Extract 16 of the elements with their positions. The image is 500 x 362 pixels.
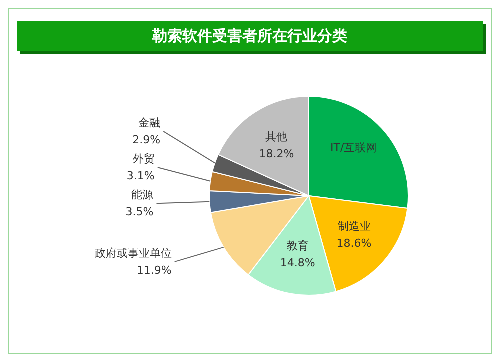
data-label: 18.6% [336,236,372,250]
slice-label: 政府或事业单位 [94,246,172,260]
slice-label: 金融 [138,116,161,130]
data-label: 3.5% [126,205,154,218]
slice-label: IT/互联网 [330,141,378,154]
slice-label: 制造业 [338,220,371,233]
data-label: 2.9% [132,133,161,146]
data-label: 14.8% [280,256,316,270]
slice-label: 其他 [266,130,288,144]
data-label: 18.2% [259,148,294,161]
slice-label: 外贸 [132,152,155,166]
slice-label: 教育 [286,240,309,252]
chart-title: 勒索软件受害者所在行业分类 [17,21,483,51]
data-label: 11.9% [136,264,172,277]
slice-label: 能源 [132,188,154,202]
data-label: 3.1% [126,169,155,182]
